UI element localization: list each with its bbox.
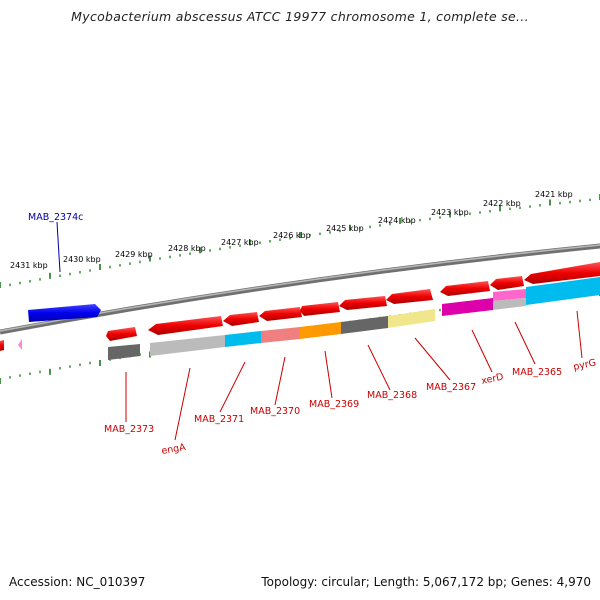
gene-label-enga[interactable]: engA: [161, 442, 187, 457]
gene-label-pyrg[interactable]: pyrG: [572, 357, 597, 373]
topology-text: Topology: circular; Length: 5,067,172 bp…: [261, 575, 591, 589]
gene-arrow-pyrG[interactable]: [524, 262, 600, 284]
cog-block: [526, 277, 600, 305]
kbp-label: 2425 kbp: [326, 224, 364, 233]
gene-label-mab2367[interactable]: MAB_2367: [426, 382, 476, 393]
cog-block: [300, 322, 341, 339]
gene-arrow-2365[interactable]: [490, 276, 524, 290]
gene-label-mab2371[interactable]: MAB_2371: [194, 414, 244, 425]
kbp-label: 2426 kbp: [273, 231, 311, 240]
kbp-label: 2428 kbp: [168, 244, 206, 253]
kbp-label: 2421 kbp: [535, 190, 573, 199]
kbp-label: 2429 kbp: [115, 250, 153, 259]
scale-ring-upper: [0, 194, 600, 288]
cog-block: [108, 344, 140, 360]
cog-block: [442, 298, 493, 316]
gene-label-mab2373[interactable]: MAB_2373: [104, 424, 154, 435]
cog-block: [150, 335, 225, 356]
gene-label-mab2368[interactable]: MAB_2368: [367, 390, 417, 401]
kbp-label: 2424 kbp: [378, 216, 416, 225]
gene-arrow-xerD[interactable]: [440, 281, 490, 296]
kbp-label: 2430 kbp: [63, 255, 101, 264]
kbp-label: 2422 kbp: [483, 199, 521, 208]
cog-block: [493, 298, 526, 310]
gene-arrow-2370[interactable]: [259, 307, 302, 321]
gene-label-mab2374c[interactable]: MAB_2374c: [28, 212, 83, 223]
gene-label-xerd[interactable]: xerD: [480, 372, 504, 387]
gene-arrow-2367[interactable]: [386, 289, 433, 304]
kbp-label: 2431 kbp: [10, 261, 48, 270]
cog-block: [341, 316, 388, 334]
gene-label-mab2365[interactable]: MAB_2365: [512, 367, 562, 378]
cog-block: [261, 327, 300, 343]
gene-label-mab2370[interactable]: MAB_2370: [250, 406, 300, 417]
gene-arrow-partial-left[interactable]: [0, 340, 4, 351]
gene-arrow-2369[interactable]: [300, 302, 340, 316]
gene-arrow-2368[interactable]: [339, 296, 387, 310]
gene-arrow-2371[interactable]: [223, 312, 259, 326]
gene-arrow-2373[interactable]: [106, 327, 137, 341]
kbp-label: 2427 kbp: [221, 238, 259, 247]
kbp-label: 2423 kbp: [431, 208, 469, 217]
cog-block: [493, 289, 526, 301]
forward-strand-genes: [0, 262, 600, 351]
cog-category-row: [108, 277, 600, 360]
gene-arrow-engA[interactable]: [148, 316, 223, 335]
accession-text: Accession: NC_010397: [9, 575, 146, 589]
cog-block: [388, 309, 435, 328]
cog-block: [225, 331, 261, 347]
gene-label-mab2369[interactable]: MAB_2369: [309, 399, 359, 410]
label-leaders: [56, 221, 583, 441]
gene-arrow-small-pink[interactable]: [18, 339, 22, 350]
gene-arrow-2374c[interactable]: [28, 304, 101, 322]
map-title: Mycobacterium abscessus ATCC 19977 chrom…: [71, 9, 529, 24]
